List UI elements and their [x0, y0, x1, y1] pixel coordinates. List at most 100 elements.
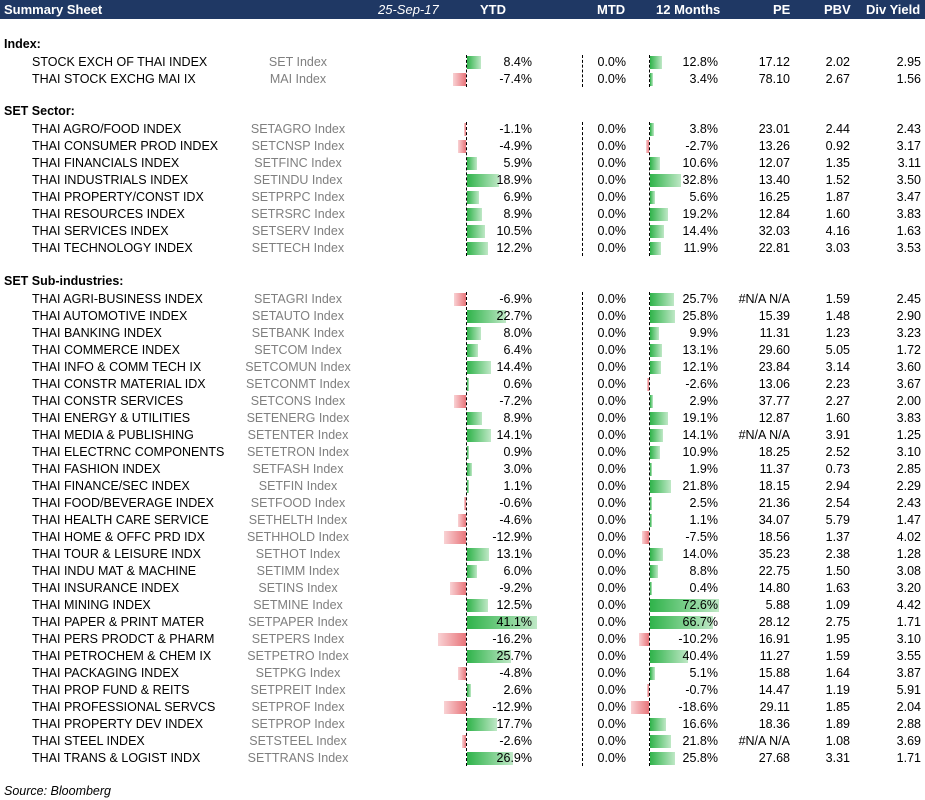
index-name: THAI TOUR & LEISURE INDX: [32, 547, 202, 561]
m12-value: 14.0%: [682, 547, 718, 561]
ytd-bar: [444, 531, 466, 544]
mtd-value: 0.0%: [597, 700, 627, 714]
index-name: THAI CONSTR MATERIAL IDX: [32, 377, 206, 391]
m12-bar: [650, 327, 660, 340]
m12-value: 12.8%: [682, 55, 718, 69]
m12-bar: [646, 378, 649, 391]
m12-value: 2.5%: [689, 496, 719, 510]
div-yield-value: 5.91: [896, 683, 921, 697]
m12-value: -0.7%: [685, 683, 718, 697]
ticker-code: SETFINC Index: [254, 156, 342, 170]
ticker-code: SETIMM Index: [256, 564, 340, 578]
pe-value: 37.77: [758, 394, 790, 408]
pe-value: 18.25: [758, 445, 790, 459]
ytd-bar: [467, 208, 483, 221]
pe-value: 15.39: [758, 309, 790, 323]
m12-value: -18.6%: [678, 700, 718, 714]
m12-axis-line: [649, 122, 650, 256]
pbv-value: 4.16: [825, 224, 850, 238]
pbv-value: 1.19: [825, 683, 850, 697]
col-header-12months: 12 Months: [656, 2, 721, 17]
m12-value: -2.7%: [685, 139, 718, 153]
ticker-code: SETCNSP Index: [251, 139, 345, 153]
pbv-value: 1.64: [825, 666, 850, 680]
index-name: THAI RESOURCES INDEX: [32, 207, 185, 221]
mtd-value: 0.0%: [597, 547, 627, 561]
m12-value: -7.5%: [685, 530, 718, 544]
m12-value: 8.8%: [689, 564, 719, 578]
ticker-code: SETPROP Index: [251, 717, 345, 731]
ytd-bar: [467, 684, 472, 697]
m12-bar: [650, 446, 661, 459]
ytd-axis-line: [466, 292, 467, 766]
pe-value: #N/A N/A: [738, 428, 790, 442]
m12-bar: [650, 361, 662, 374]
div-yield-value: 2.04: [896, 700, 921, 714]
section-title: SET Sector:: [4, 104, 75, 118]
pbv-value: 1.60: [825, 411, 850, 425]
header-bar: Summary Sheet 25-Sep-17 YTD MTD 12 Month…: [0, 0, 925, 19]
ytd-value: 8.9%: [503, 411, 533, 425]
sheet-title: Summary Sheet: [4, 2, 103, 17]
m12-bar: [650, 582, 652, 595]
mtd-value: 0.0%: [597, 462, 627, 476]
m12-bar: [650, 735, 671, 748]
m12-bar: [650, 599, 719, 612]
pe-value: 11.27: [759, 649, 790, 663]
table-row: THAI STOCK EXCHG MAI IX MAI Index -7.4% 0.0…: [0, 71, 925, 88]
pbv-value: 2.44: [825, 122, 850, 136]
mtd-value: 0.0%: [597, 496, 627, 510]
table-row: THAI CONSTR MATERIAL IDX SETCONMT Index 0.…: [0, 376, 925, 393]
pe-value: 27.68: [758, 751, 790, 765]
ytd-value: 14.1%: [496, 428, 532, 442]
index-name: THAI FOOD/BEVERAGE INDEX: [32, 496, 214, 510]
pbv-value: 2.23: [825, 377, 850, 391]
mtd-value: 0.0%: [597, 156, 627, 170]
ytd-bar: [457, 667, 466, 680]
div-yield-value: 1.71: [896, 615, 921, 629]
pe-value: 22.81: [758, 241, 790, 255]
index-name: THAI TRANS & LOGIST INDX: [32, 751, 201, 765]
mtd-value: 0.0%: [597, 683, 627, 697]
ticker-code: SETCONS Index: [250, 394, 346, 408]
pe-value: 21.36: [758, 496, 790, 510]
index-name: THAI INFO & COMM TECH IX: [32, 360, 202, 374]
ticker-code: SETAGRI Index: [254, 292, 342, 306]
index-name: THAI PAPER & PRINT MATER: [32, 615, 205, 629]
pbv-value: 2.27: [825, 394, 850, 408]
m12-bar: [650, 225, 664, 238]
m12-bar: [650, 463, 652, 476]
table-row: THAI HEALTH CARE SERVICE SETHELTH Index -4…: [0, 512, 925, 529]
ytd-value: 41.1%: [496, 615, 532, 629]
ticker-code: SETCONMT Index: [246, 377, 350, 391]
pbv-value: 3.31: [825, 751, 850, 765]
pbv-value: 2.52: [825, 445, 850, 459]
mtd-value: 0.0%: [597, 72, 627, 86]
pe-value: 11.37: [759, 462, 790, 476]
table-row: THAI PROPERTY DEV INDEX SETPROP Index 17.7…: [0, 716, 925, 733]
ticker-code: SETINS Index: [258, 581, 338, 595]
index-name: THAI CONSTR SERVICES: [32, 394, 184, 408]
ticker-code: SETENERG Index: [246, 411, 350, 425]
pbv-value: 5.79: [825, 513, 850, 527]
table-row: THAI MEDIA & PUBLISHING SETENTER Index 14.…: [0, 427, 925, 444]
m12-value: 40.4%: [682, 649, 718, 663]
ytd-bar: [467, 718, 498, 731]
ytd-bar: [467, 310, 506, 323]
m12-axis-line: [649, 292, 650, 766]
mtd-value: 0.0%: [597, 445, 627, 459]
div-yield-value: 2.43: [896, 122, 921, 136]
ytd-bar: [467, 599, 489, 612]
ytd-bar: [450, 582, 466, 595]
ytd-value: -12.9%: [492, 530, 532, 544]
m12-value: 9.9%: [689, 326, 719, 340]
m12-value: 25.8%: [682, 309, 718, 323]
m12-bar: [650, 157, 661, 170]
m12-bar: [650, 514, 652, 527]
pe-value: 5.88: [765, 598, 790, 612]
mtd-value: 0.0%: [597, 751, 627, 765]
ticker-code: SETHELTH Index: [248, 513, 348, 527]
ticker-code: SETPKG Index: [255, 666, 341, 680]
ticker-code: SETENTER Index: [247, 428, 349, 442]
ytd-bar: [467, 650, 511, 663]
